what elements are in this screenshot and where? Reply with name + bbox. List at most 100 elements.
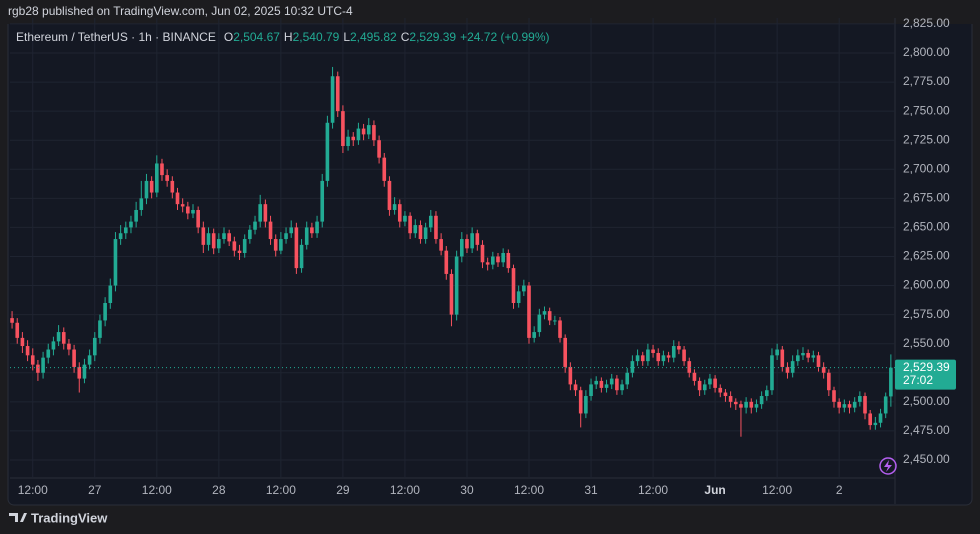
candle-body	[253, 221, 257, 230]
y-tick-label: 2,600.00	[903, 278, 950, 292]
candle-body	[790, 361, 795, 373]
candle-body	[46, 349, 51, 358]
candle-body	[584, 396, 588, 414]
candle-body	[361, 128, 366, 135]
candle-body	[325, 122, 330, 181]
candle-body	[589, 384, 593, 397]
candle-body	[186, 206, 190, 214]
candle-body	[620, 384, 624, 391]
candle-body	[191, 209, 195, 214]
candle-body	[428, 215, 433, 228]
legend-value: 2,504.67	[233, 30, 280, 44]
candle-body	[759, 396, 764, 405]
candle-body	[682, 349, 686, 362]
y-tick-label: 2,550.00	[903, 336, 950, 350]
candle-body	[547, 311, 552, 321]
candle-body	[41, 357, 45, 373]
candle-body	[713, 378, 717, 388]
candle-body	[356, 128, 361, 141]
y-tick-label: 2,450.00	[903, 452, 950, 466]
candle-body	[206, 233, 211, 245]
y-tick-label: 2,725.00	[903, 132, 950, 146]
candle-body	[842, 404, 847, 408]
candles	[10, 66, 895, 437]
x-tick-label: 12:00	[142, 483, 172, 497]
candle-body	[739, 404, 743, 408]
countdown-label: 27:02	[903, 373, 933, 387]
candle-body	[439, 239, 443, 251]
candle-body	[72, 349, 76, 367]
candle-body	[87, 355, 92, 365]
candle-body	[25, 346, 30, 356]
candle-body	[413, 225, 418, 234]
x-tick-label: Jun	[704, 483, 725, 497]
candle-body	[527, 285, 531, 338]
candle-body	[284, 233, 288, 240]
candle-body	[149, 180, 154, 193]
candle-body	[268, 221, 273, 240]
candle-body	[15, 322, 20, 338]
candle-body	[155, 163, 159, 193]
candle-body	[61, 332, 66, 344]
candle-body	[51, 341, 56, 350]
y-tick-label: 2,675.00	[903, 191, 950, 205]
legend: Ethereum / TetherUS · 1h · BINANCE O2,504…	[16, 30, 550, 44]
legend-value: 2,495.82	[350, 30, 397, 44]
candle-body	[796, 355, 800, 362]
candle-body	[92, 337, 97, 356]
x-tick-label: 31	[584, 483, 598, 497]
x-tick-label: 12:00	[762, 483, 792, 497]
candle-body	[718, 387, 723, 393]
y-tick-label: 2,825.00	[903, 16, 950, 30]
candle-body	[764, 390, 769, 397]
candle-body	[852, 401, 857, 408]
legend-key: H	[284, 30, 293, 44]
legend-key: C	[401, 30, 410, 44]
candle-body	[754, 404, 759, 408]
candle-body	[273, 239, 278, 251]
candle-body	[408, 215, 412, 234]
candle-body	[883, 396, 888, 414]
candle-body	[397, 204, 402, 222]
candle-body	[666, 355, 671, 358]
candle-body	[108, 285, 113, 303]
candle-body	[801, 353, 805, 356]
candle-body	[258, 204, 263, 222]
candle-body	[418, 225, 423, 240]
x-tick-label: 28	[212, 483, 226, 497]
candle-body	[785, 366, 790, 373]
candle-body	[537, 314, 542, 333]
candle-body	[454, 256, 459, 315]
candle-body	[573, 384, 578, 391]
y-tick-label: 2,500.00	[903, 394, 950, 408]
candle-body	[599, 380, 604, 388]
candle-body	[858, 396, 862, 402]
candle-body	[459, 239, 464, 257]
candle-body	[170, 180, 175, 193]
candle-body	[98, 320, 102, 338]
candle-body	[506, 253, 511, 269]
candle-body	[609, 378, 614, 385]
candle-body	[449, 273, 454, 315]
last-price-box	[895, 359, 956, 390]
candle-body	[335, 76, 340, 112]
candle-body	[532, 332, 536, 338]
candle-body	[677, 346, 681, 350]
legend-symbol: Ethereum / TetherUS · 1h · BINANCE	[16, 30, 216, 44]
candle-body	[692, 372, 697, 381]
candle-body	[837, 401, 841, 408]
brand: TradingView	[31, 510, 108, 525]
candle-body	[346, 136, 350, 147]
candle-body	[382, 157, 387, 181]
candle-body	[372, 125, 376, 141]
last-price-label: 2,529.39	[903, 360, 950, 374]
candle-body	[770, 355, 774, 391]
candle-body	[553, 320, 557, 322]
candle-body	[180, 204, 185, 207]
candle-body	[635, 355, 640, 362]
candle-body	[263, 204, 268, 222]
labels: 2,450.002,475.002,500.002,525.002,550.00…	[18, 16, 956, 497]
candle-body	[491, 256, 495, 265]
candle-body	[615, 378, 619, 391]
candle-body	[542, 311, 547, 315]
